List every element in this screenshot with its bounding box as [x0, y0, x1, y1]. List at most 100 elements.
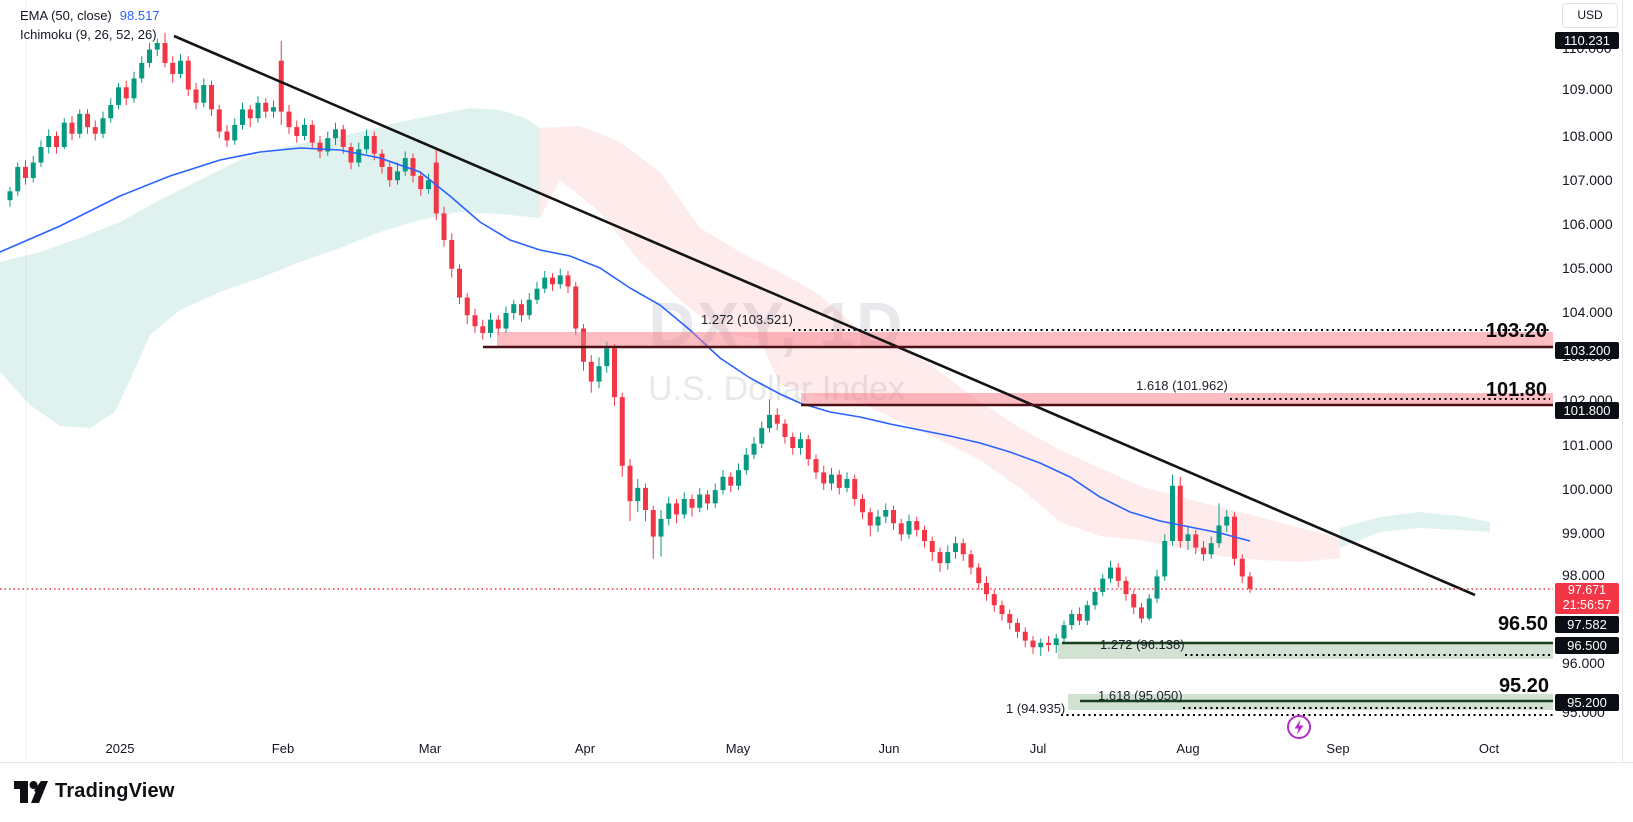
candle-body	[170, 62, 176, 74]
candle-body	[317, 142, 323, 152]
fib-level-label-support-95.20: 1.618 (95.050)	[1098, 688, 1183, 703]
candle-body	[1185, 534, 1191, 541]
price-tick: 101.000	[1562, 437, 1613, 453]
candle-body	[991, 594, 997, 606]
candle-body	[286, 111, 292, 128]
time-axis-label-jun: Jun	[878, 741, 900, 756]
candle-body	[875, 516, 881, 526]
price-axis[interactable]: USD 110.000109.000108.000107.000106.0001…	[1553, 0, 1633, 762]
candle-body	[565, 275, 571, 287]
candle-body	[240, 109, 245, 125]
candle-body	[23, 166, 28, 179]
candle-body	[395, 171, 400, 181]
candle-body	[774, 414, 780, 424]
candle-body	[945, 552, 951, 564]
last-price-badge: 97.671 21:56:57	[1555, 583, 1619, 614]
candle-body	[658, 518, 664, 537]
time-axis-label-jul: Jul	[1029, 741, 1047, 756]
candle-body	[519, 304, 524, 316]
candle-body	[650, 510, 656, 537]
candle-body	[54, 135, 59, 148]
candle-body	[232, 124, 238, 141]
candle-body	[61, 122, 67, 148]
zone-price-label-support-95.20: 95.20	[1498, 675, 1549, 697]
tradingview-logo[interactable]: TradingView	[14, 780, 175, 803]
candle-body	[1069, 614, 1075, 626]
time-axis[interactable]: 2025 Feb Mar Apr May Jun Jul Aug Sep Oct	[0, 740, 1553, 762]
legend-ichimoku-row[interactable]: Ichimoku (9, 26, 52, 26)	[20, 25, 160, 44]
candle-body	[472, 315, 478, 327]
price-level-badge: 110.231	[1555, 31, 1619, 49]
candle-body	[782, 423, 788, 437]
price-tick: 106.000	[1562, 216, 1613, 232]
candle-body	[526, 299, 532, 316]
candle-body	[627, 465, 633, 502]
zone-price-label-support-96.50: 96.50	[1497, 613, 1548, 635]
candle-body	[92, 127, 98, 134]
candle-body	[790, 436, 796, 449]
zone-band-resistance-103.20	[497, 332, 1553, 347]
candle-body	[666, 503, 672, 519]
candle-body	[751, 443, 757, 455]
price-level-badge: 103.200	[1555, 341, 1619, 359]
zone-band-resistance-101.80	[801, 393, 1553, 405]
candle-body	[85, 113, 90, 128]
candle-body	[867, 512, 873, 526]
candle-body	[216, 109, 222, 132]
candle-body	[480, 326, 486, 333]
candle-body	[449, 239, 455, 269]
candle-body	[356, 149, 362, 163]
legend-ema-row[interactable]: EMA (50, close) 98.517	[20, 6, 160, 25]
candle-body	[1030, 640, 1036, 648]
candle-body	[697, 494, 703, 508]
price-tick: 109.000	[1562, 81, 1613, 97]
ema-label[interactable]: EMA (50, close)	[20, 8, 112, 23]
candle-body	[309, 124, 315, 143]
candle-body	[1115, 567, 1121, 581]
candle-body	[46, 135, 52, 148]
price-level-badge: 101.800	[1555, 401, 1619, 419]
candle-body	[1146, 598, 1152, 619]
price-tick: 105.000	[1562, 260, 1613, 276]
candle-body	[1208, 543, 1214, 555]
candle-body	[953, 543, 958, 553]
candle-body	[511, 304, 517, 314]
candle-body	[1201, 547, 1206, 555]
candle-body	[278, 60, 284, 112]
candle-body	[1193, 534, 1199, 548]
candle-body	[1100, 578, 1106, 592]
ichimoku-cloud-pink	[540, 126, 1340, 562]
price-tick: 107.000	[1562, 172, 1613, 188]
ichimoku-cloud-green	[1340, 512, 1490, 548]
price-level-badge: 97.582	[1555, 615, 1619, 633]
currency-button[interactable]: USD	[1562, 3, 1618, 28]
candle-body	[139, 62, 145, 79]
candle-body	[798, 439, 803, 449]
candle-body	[1216, 525, 1222, 544]
ichimoku-label[interactable]: Ichimoku (9, 26, 52, 26)	[20, 27, 157, 42]
candle-body	[325, 138, 331, 152]
candle-body	[612, 348, 617, 398]
candle-body	[495, 319, 501, 329]
price-axis-separator	[1622, 0, 1623, 762]
candle-body	[162, 43, 168, 63]
candle-body	[929, 541, 935, 553]
candle-body	[883, 510, 889, 517]
lightning-event-icon[interactable]	[1286, 714, 1312, 740]
time-axis-label-may: May	[725, 741, 751, 756]
candle-body	[77, 113, 83, 134]
candle-body	[209, 85, 214, 110]
candle-body	[542, 277, 548, 289]
candle-body	[635, 487, 641, 502]
fib-level-label-resistance-101.80: 1.618 (101.962)	[1136, 378, 1228, 393]
candle-body	[38, 147, 44, 163]
price-level-badge: 96.500	[1555, 636, 1619, 654]
candle-body	[999, 605, 1005, 615]
candle-body	[247, 109, 253, 119]
candle-body	[976, 567, 982, 584]
candle-body	[550, 277, 555, 285]
candle-body	[348, 147, 354, 163]
candle-body	[464, 297, 470, 316]
